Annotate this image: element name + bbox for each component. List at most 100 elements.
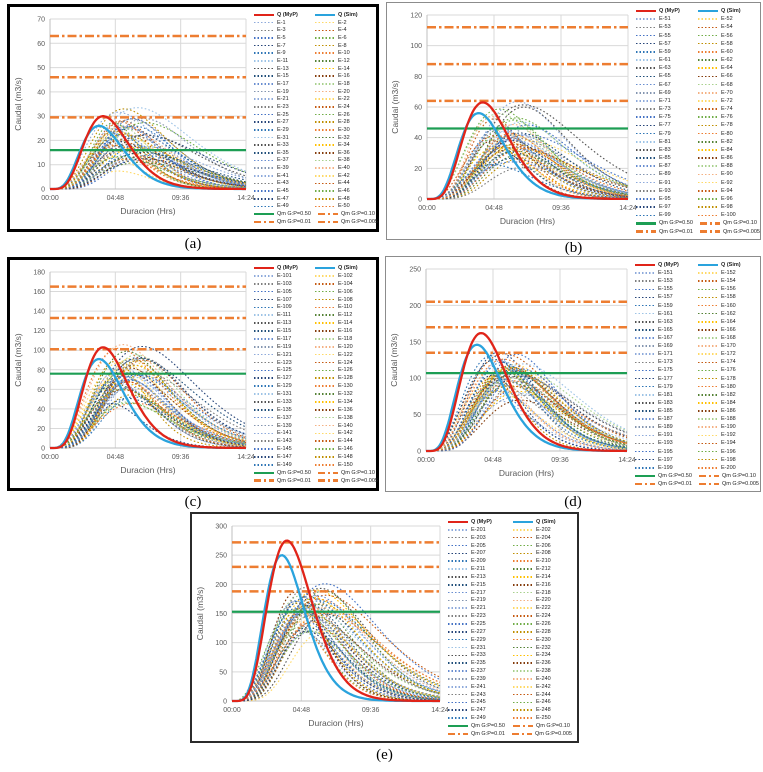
x-tick-label: 09:36 [362, 707, 380, 714]
chart-panel-b: 0 20 40 60 80 100 120 00:00 04:48 09:36 14:24 Durac… [386, 2, 761, 240]
legend-line-sample-icon [512, 568, 533, 570]
legend-entry: E-144 [315, 438, 372, 444]
legend-line-sample-icon [254, 408, 274, 411]
legend-line-sample-icon [512, 607, 533, 610]
legend-line-sample-icon [315, 448, 335, 450]
legend-entry: E-214 [512, 574, 574, 580]
legend-label: E-54 [721, 24, 733, 31]
legend-row: E-149 E-150 [254, 462, 372, 468]
legend-row: E-157 E-158 [635, 294, 756, 300]
legend-row: E-219 E-220 [448, 597, 573, 603]
legend-entry: E-78 [698, 122, 756, 128]
legend-entry: E-58 [698, 41, 756, 47]
legend-line-sample-icon [512, 631, 533, 633]
legend-entry: E-216 [512, 582, 574, 588]
legend-row: E-123 E-124 [254, 360, 372, 366]
legend-line-sample-icon [635, 320, 655, 323]
legend-label: Qm G:P=0.10 [722, 220, 757, 227]
legend-line-sample-icon [254, 167, 274, 169]
legend-label: E-15 [277, 73, 289, 80]
legend-line-sample-icon [315, 144, 335, 146]
legend-label: E-108 [338, 296, 353, 303]
legend-line-sample-icon [448, 623, 468, 625]
y-tick-label: 120 [33, 328, 45, 335]
legend-line-sample-icon [698, 157, 718, 159]
legend-line-sample-icon [697, 272, 718, 274]
main-series-curve [50, 346, 247, 450]
legend-row: E-145 E-146 [254, 446, 372, 452]
legend-row: E-39 E-40 [254, 165, 372, 171]
legend-line-sample-icon [698, 51, 718, 53]
legend-line-sample-icon [636, 116, 656, 119]
legend-label: E-174 [720, 359, 736, 366]
y-tick-label: 120 [410, 13, 422, 20]
x-axis-title: Duracion (Hrs) [308, 718, 363, 728]
legend-row: E-177 E-178 [635, 376, 756, 382]
legend-entry: E-98 [698, 204, 756, 210]
x-tick-label: 14:24 [237, 454, 255, 461]
legend-entry: E-163 [635, 319, 694, 325]
ensemble-curve [232, 607, 441, 702]
legend-entry: E-235 [448, 660, 509, 666]
legend-entry: E-200 [697, 465, 757, 471]
legend-label: E-111 [277, 312, 291, 319]
legend-label: E-100 [721, 212, 736, 219]
legend-label: E-17 [277, 81, 289, 87]
y-tick-label: 10 [37, 162, 45, 169]
legend-line-sample-icon [254, 44, 274, 47]
legend-line-sample-icon [635, 402, 655, 404]
legend-entry: E-39 [254, 165, 311, 171]
legend-row: Qm G:P=0.50 Qm G:P=0.10 [635, 473, 756, 479]
legend-label: Qm G:P=0.10 [340, 211, 375, 217]
legend-line-sample-icon [636, 108, 656, 110]
legend-entry: E-8 [315, 43, 372, 49]
legend-entry: E-160 [697, 303, 757, 309]
legend-entry: E-181 [635, 392, 694, 398]
legend-line-sample-icon [448, 701, 468, 704]
legend-entry: E-92 [698, 180, 756, 186]
legend-line-sample-icon [315, 432, 335, 435]
ensemble-curve [50, 125, 247, 190]
legend-label: E-143 [277, 438, 292, 445]
legend-entry: E-208 [512, 550, 574, 556]
legend-label: E-172 [720, 351, 736, 357]
legend-entry: Q (MyP) [254, 265, 311, 271]
legend-row: E-195 E-196 [635, 449, 756, 455]
legend-entry: E-83 [636, 147, 694, 153]
legend-label: E-248 [535, 707, 551, 714]
legend-entry: E-80 [698, 131, 756, 137]
ensemble-curve [427, 164, 629, 200]
legend-line-sample-icon [448, 536, 468, 539]
legend-entry: E-50 [315, 203, 372, 209]
x-axis-title: Duracion (Hrs) [120, 465, 175, 475]
legend-row: E-61 E-62 [636, 57, 756, 63]
ensemble-curve [427, 139, 629, 200]
legend-line-sample-icon [448, 662, 468, 664]
legend-line-sample-icon [315, 90, 335, 93]
legend-line-sample-icon [512, 646, 533, 649]
legend-line-sample-icon [254, 416, 274, 419]
legend-entry: E-157 [635, 294, 694, 300]
legend-line-sample-icon [636, 149, 656, 151]
legend-line-sample-icon [448, 568, 468, 570]
legend-label: Qm G:P=0.50 [277, 469, 311, 476]
legend-line-sample-icon [697, 361, 718, 364]
legend-label: E-163 [658, 319, 673, 325]
legend-line-sample-icon [512, 560, 533, 563]
legend-label: E-39 [277, 165, 289, 171]
legend-d: Q (MyP) Q (Sim) E-151 E-152 E-153 E-154 E-155 E… [635, 262, 759, 487]
legend-entry: E-57 [636, 41, 694, 47]
legend-line-sample-icon [697, 418, 718, 420]
y-tick-label: 40 [37, 89, 45, 96]
legend-label: E-120 [338, 343, 353, 350]
legend-row: E-211 E-212 [448, 566, 573, 572]
ensemble-curve [426, 390, 627, 452]
legend-label: E-105 [277, 288, 292, 295]
legend-label: E-60 [721, 49, 733, 55]
legend-row: E-143 E-144 [254, 438, 372, 444]
legend-line-sample-icon [448, 693, 468, 696]
legend-label: E-2 [338, 19, 347, 26]
ensemble-curve [50, 134, 247, 190]
legend-line-sample-icon [512, 717, 533, 719]
